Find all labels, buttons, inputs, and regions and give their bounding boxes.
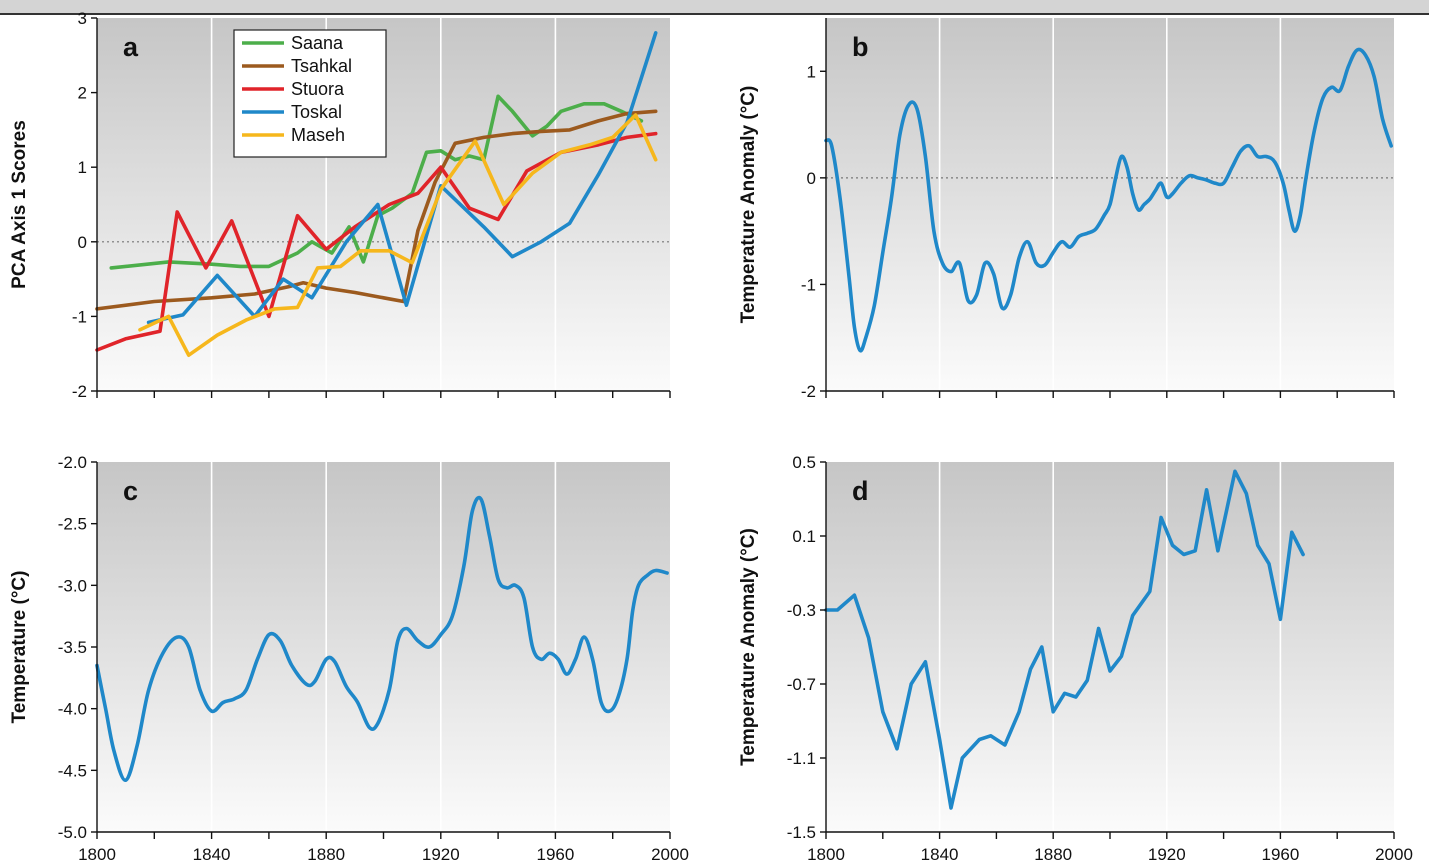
y-tick-label: -3.5 (58, 638, 87, 657)
y-tick-label: 2 (78, 84, 87, 103)
y-tick-label: -2.5 (58, 515, 87, 534)
x-tick-label: 1840 (921, 845, 959, 864)
y-axis-label: Temperature (°C) (9, 571, 30, 724)
panel-label: d (852, 476, 869, 506)
series-line-main (824, 47, 1393, 353)
legend-label: Tsahkal (291, 56, 352, 76)
x-tick-label: 2000 (651, 845, 689, 864)
x-tick-label: 1920 (422, 845, 460, 864)
y-tick-label: -3.0 (58, 576, 87, 595)
series-line-main (95, 495, 669, 782)
y-tick-label: -2 (72, 382, 87, 401)
y-tick-label: -4.0 (58, 700, 87, 719)
y-tick-label: 3 (78, 9, 87, 28)
x-tick-label: 1800 (807, 845, 845, 864)
x-tick-label: 1880 (1034, 845, 1072, 864)
legend-label: Saana (291, 33, 344, 53)
series-line-toskal (146, 31, 658, 325)
legend-label: Maseh (291, 125, 345, 145)
panel-b: -2 -1 0 1 b Temperature Anomaly (°C) (738, 18, 1395, 401)
y-tick-label: -4.5 (58, 761, 87, 780)
x-tick-label: 1800 (78, 845, 116, 864)
x-tick-label: 2000 (1375, 845, 1413, 864)
series-line-saana (109, 94, 644, 270)
y-tick-label: 1 (78, 158, 87, 177)
y-tick-label: -2 (801, 382, 816, 401)
panel-label: c (123, 476, 138, 506)
header-strip (0, 0, 1429, 14)
plot-background (826, 462, 1394, 832)
x-tick-label: 1960 (1261, 845, 1299, 864)
panel-d: -1.5 -1.1 -0.7 -0.3 0.1 0.5 1800 1840 1880 1920 19… (738, 453, 1413, 864)
y-tick-label: -1.1 (787, 749, 816, 768)
legend-label: Stuora (291, 79, 345, 99)
y-tick-label: -0.7 (787, 675, 816, 694)
x-tick-label: 1920 (1148, 845, 1186, 864)
y-axis-label: PCA Axis 1 Scores (9, 120, 30, 289)
y-tick-label: -1.5 (787, 823, 816, 842)
y-tick-label: -5.0 (58, 823, 87, 842)
x-tick-label: 1840 (193, 845, 231, 864)
legend-label: Toskal (291, 102, 342, 122)
y-tick-label: -2.0 (58, 453, 87, 472)
y-tick-label: -1 (72, 307, 87, 326)
y-tick-label: -1 (801, 275, 816, 294)
panel-label: b (852, 32, 869, 62)
series-line-main (824, 469, 1305, 810)
y-tick-label: 0 (807, 169, 816, 188)
y-tick-label: 0.5 (792, 453, 816, 472)
panel-label: a (123, 32, 139, 62)
x-tick-label: 1880 (307, 845, 345, 864)
series-line-maseh (138, 113, 658, 357)
panel-c: -5.0 -4.5 -4.0 -3.5 -3.0 -2.5 -2.0 1800 1840 1880… (9, 453, 689, 864)
plot-background (97, 462, 670, 832)
y-tick-label: 0.1 (792, 527, 816, 546)
y-tick-label: -0.3 (787, 601, 816, 620)
panel-a: -2 -1 0 1 2 3 a PCA Axis 1 Scores Saana Tsahkal St… (9, 9, 671, 401)
y-axis-label: Temperature Anomaly (°C) (738, 528, 759, 766)
y-axis-label: Temperature Anomaly (°C) (738, 86, 759, 324)
y-tick-label: 1 (807, 62, 816, 81)
legend: Saana Tsahkal Stuora Toskal Maseh (233, 29, 387, 158)
x-tick-label: 1960 (536, 845, 574, 864)
y-tick-label: 0 (78, 233, 87, 252)
